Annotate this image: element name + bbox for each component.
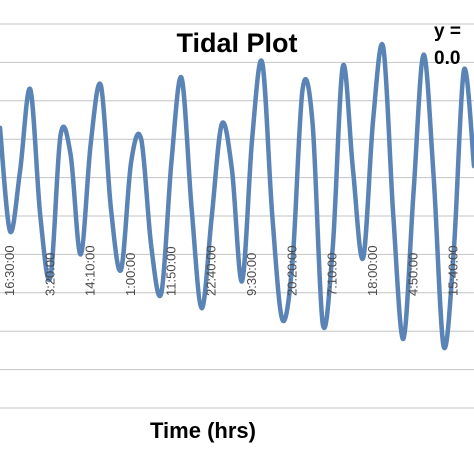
tidal-series-line xyxy=(0,42,474,351)
chart-title: Tidal Plot xyxy=(176,28,297,58)
x-tick-label: 4:50:00 xyxy=(405,253,420,296)
x-tick-label: 7:10:00 xyxy=(325,253,340,296)
x-tick-label: 16:30:00 xyxy=(2,245,17,296)
x-tick-label: 15:40:00 xyxy=(446,245,461,296)
x-tick-label: 1:00:00 xyxy=(123,253,138,296)
x-tick-label: 14:10:00 xyxy=(83,245,98,296)
x-tick-label: 3:20:00 xyxy=(42,253,57,296)
x-tick-labels: 16:30:00 3:20:00 14:10:00 1:00:00 11:50:00 22… xyxy=(2,245,461,296)
x-axis-label: Time (hrs) xyxy=(150,418,256,443)
x-tick-label: 22:40:00 xyxy=(204,245,219,296)
x-tick-label: 20:20:00 xyxy=(284,245,299,296)
x-tick-label: 11:50:00 xyxy=(163,246,178,296)
trendline-equation-line-2: 0.0 xyxy=(434,48,460,69)
trendline-equation-line-1: y = xyxy=(434,21,461,42)
x-tick-label: 9:30:00 xyxy=(244,253,259,296)
x-tick-label: 18:00:00 xyxy=(365,245,380,296)
